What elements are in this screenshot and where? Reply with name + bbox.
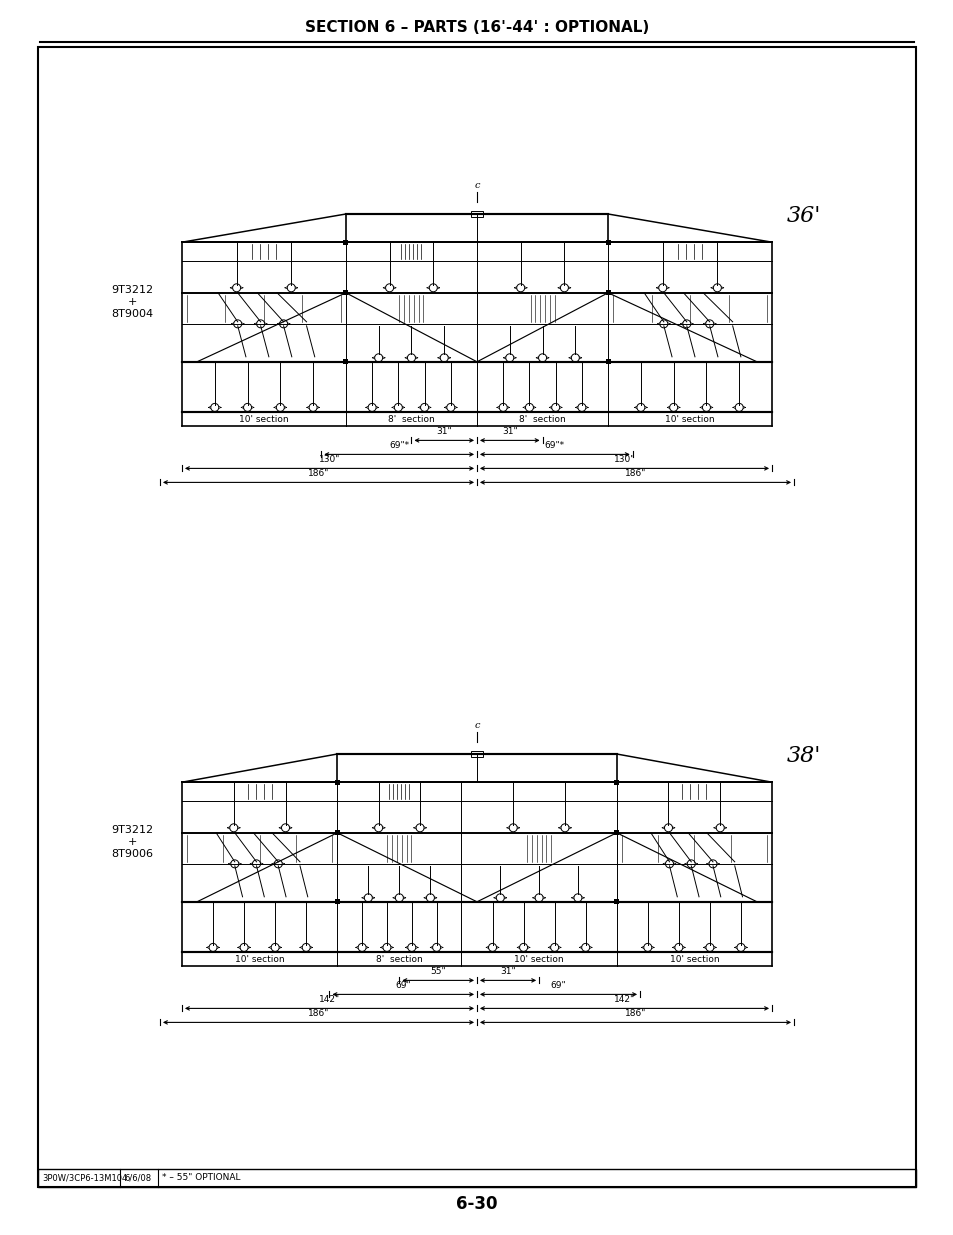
Bar: [614, 899, 618, 904]
Text: 142": 142": [614, 995, 635, 1004]
Bar: [614, 779, 618, 784]
Bar: [335, 779, 339, 784]
Bar: [614, 830, 618, 835]
Text: 31": 31": [499, 967, 516, 977]
Bar: [343, 359, 348, 364]
Text: 186": 186": [308, 1009, 329, 1019]
Bar: [605, 240, 610, 245]
Text: 186": 186": [624, 469, 645, 478]
Text: 142": 142": [318, 995, 339, 1004]
Text: c: c: [474, 721, 479, 730]
Text: 3P0W/3CP6-13M104: 3P0W/3CP6-13M104: [42, 1173, 127, 1182]
Text: 69"*: 69"*: [544, 441, 564, 451]
Text: 186": 186": [624, 1009, 645, 1019]
Text: 10' section: 10' section: [669, 955, 719, 963]
Text: 69"*: 69"*: [389, 441, 409, 451]
Text: 55": 55": [430, 967, 446, 977]
Text: 6/6/08: 6/6/08: [124, 1173, 151, 1182]
Bar: [38, 1170, 915, 1187]
Text: 9T3212
+
8T9006: 9T3212 + 8T9006: [111, 825, 152, 858]
Bar: [343, 290, 348, 295]
Text: SECTION 6 – PARTS (16'-44' : OPTIONAL): SECTION 6 – PARTS (16'-44' : OPTIONAL): [305, 20, 648, 35]
Text: 8'  section: 8' section: [518, 415, 565, 424]
Text: 36': 36': [786, 205, 821, 227]
Bar: [605, 290, 610, 295]
Text: 10' section: 10' section: [514, 955, 563, 963]
Text: c: c: [474, 182, 479, 190]
Text: 31": 31": [501, 427, 517, 436]
Bar: [343, 240, 348, 245]
Text: 69": 69": [550, 982, 566, 990]
Text: 186": 186": [308, 469, 329, 478]
Text: 9T3212
+
8T9004: 9T3212 + 8T9004: [111, 285, 152, 319]
Text: 8'  section: 8' section: [375, 955, 422, 963]
Bar: [471, 211, 482, 217]
Text: 8'  section: 8' section: [388, 415, 435, 424]
Text: 38': 38': [786, 745, 821, 767]
Bar: [605, 359, 610, 364]
Text: 6-30: 6-30: [456, 1195, 497, 1213]
Text: 130": 130": [613, 456, 635, 464]
Bar: [335, 899, 339, 904]
Text: 10' section: 10' section: [234, 955, 284, 963]
Text: 130": 130": [318, 456, 340, 464]
Bar: [335, 830, 339, 835]
Text: * – 55" OPTIONAL: * – 55" OPTIONAL: [162, 1173, 240, 1182]
Text: 10' section: 10' section: [239, 415, 289, 424]
Text: 69": 69": [395, 982, 411, 990]
Text: 31": 31": [436, 427, 452, 436]
Bar: [471, 751, 482, 757]
Text: 10' section: 10' section: [664, 415, 714, 424]
